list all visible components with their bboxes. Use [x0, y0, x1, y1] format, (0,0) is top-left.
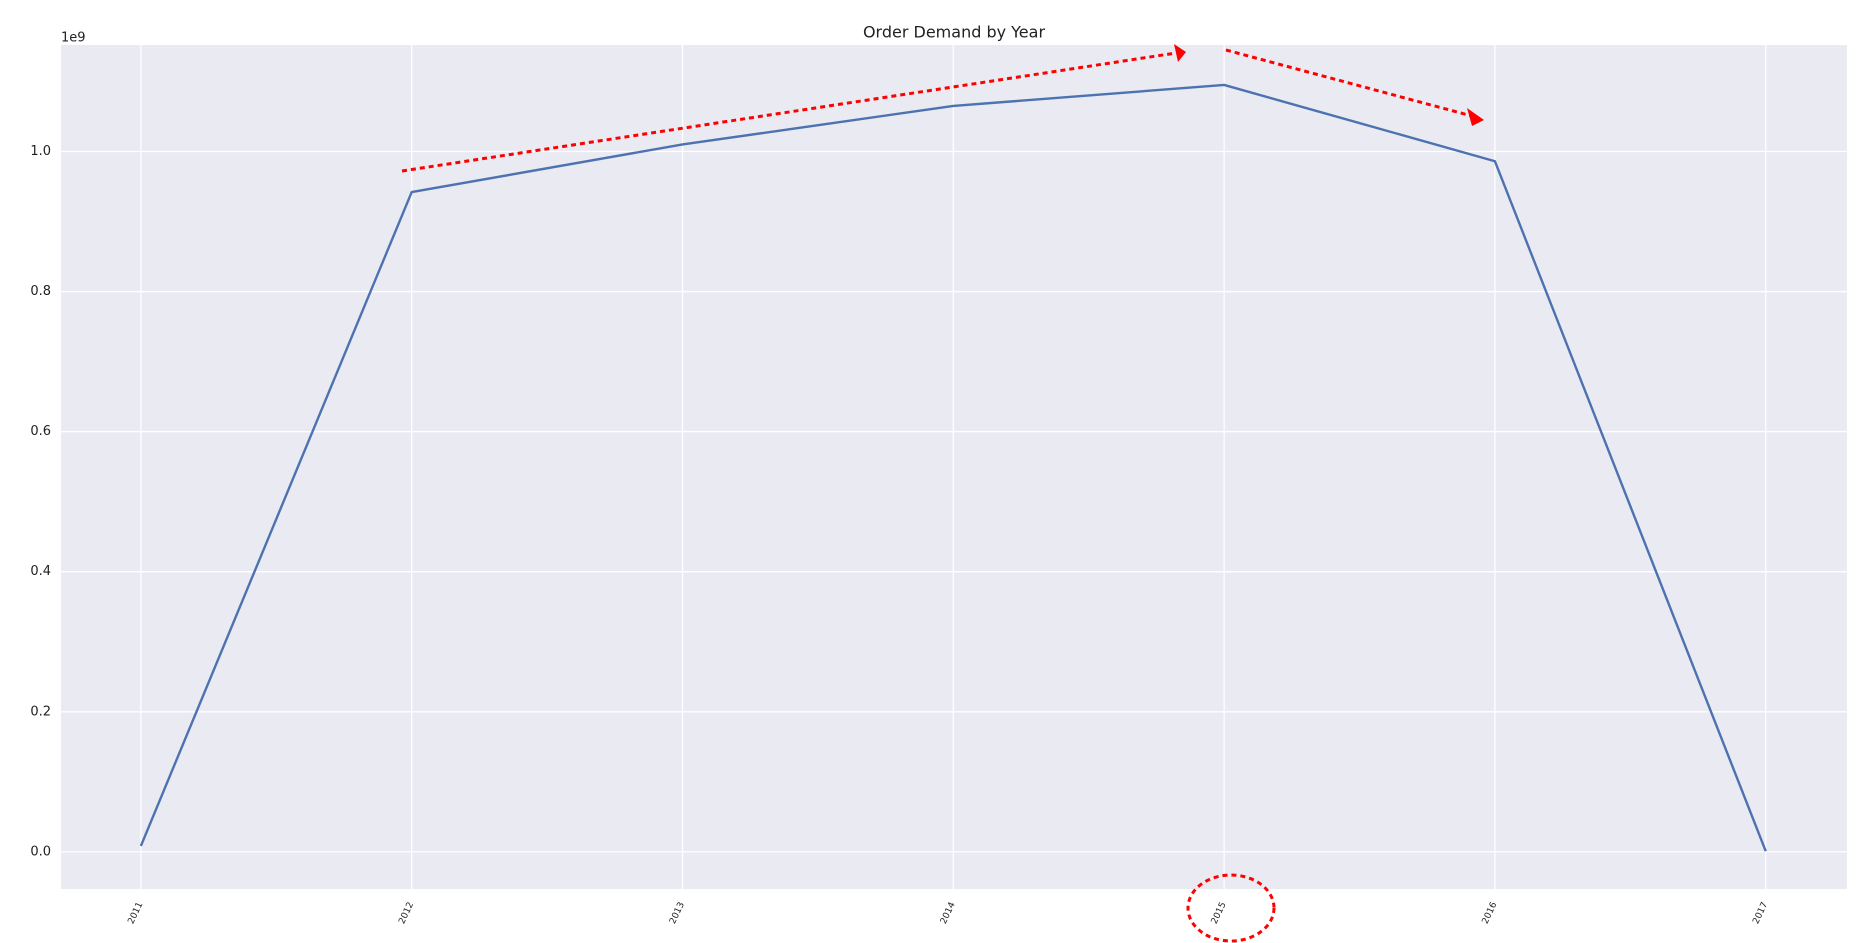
- highlight-circle: [1186, 873, 1276, 943]
- data-line: [139, 83, 1767, 852]
- arrow-head: [1467, 108, 1484, 126]
- chart-title: Order Demand by Year: [863, 23, 1046, 42]
- x-tick-label: 2015: [1210, 901, 1229, 926]
- arrow-head: [1174, 44, 1186, 62]
- plot-area: [61, 45, 1847, 889]
- x-tick-label: 2012: [397, 901, 416, 926]
- grid: [61, 45, 1847, 889]
- y-tick-label: 1.0: [30, 144, 51, 159]
- x-tick-label: 2017: [1751, 901, 1770, 926]
- annotations: [401, 48, 1473, 943]
- y-offset-label: 1e9: [61, 31, 86, 46]
- x-tick-label: 2013: [668, 901, 687, 926]
- x-tick-label: 2016: [1481, 901, 1500, 926]
- y-tick-label: 0.0: [30, 844, 51, 859]
- marks: [139, 83, 1767, 852]
- y-tick-label: 0.8: [30, 284, 51, 299]
- x-tick-label: 2011: [127, 901, 146, 926]
- x-tick-label: 2014: [939, 901, 958, 926]
- y-tick-label: 0.6: [30, 424, 51, 439]
- trend-arrow-up: [401, 51, 1177, 173]
- trend-arrow-down: [1225, 48, 1473, 118]
- y-tick-label: 0.2: [30, 704, 51, 719]
- y-tick-label: 0.4: [30, 564, 51, 579]
